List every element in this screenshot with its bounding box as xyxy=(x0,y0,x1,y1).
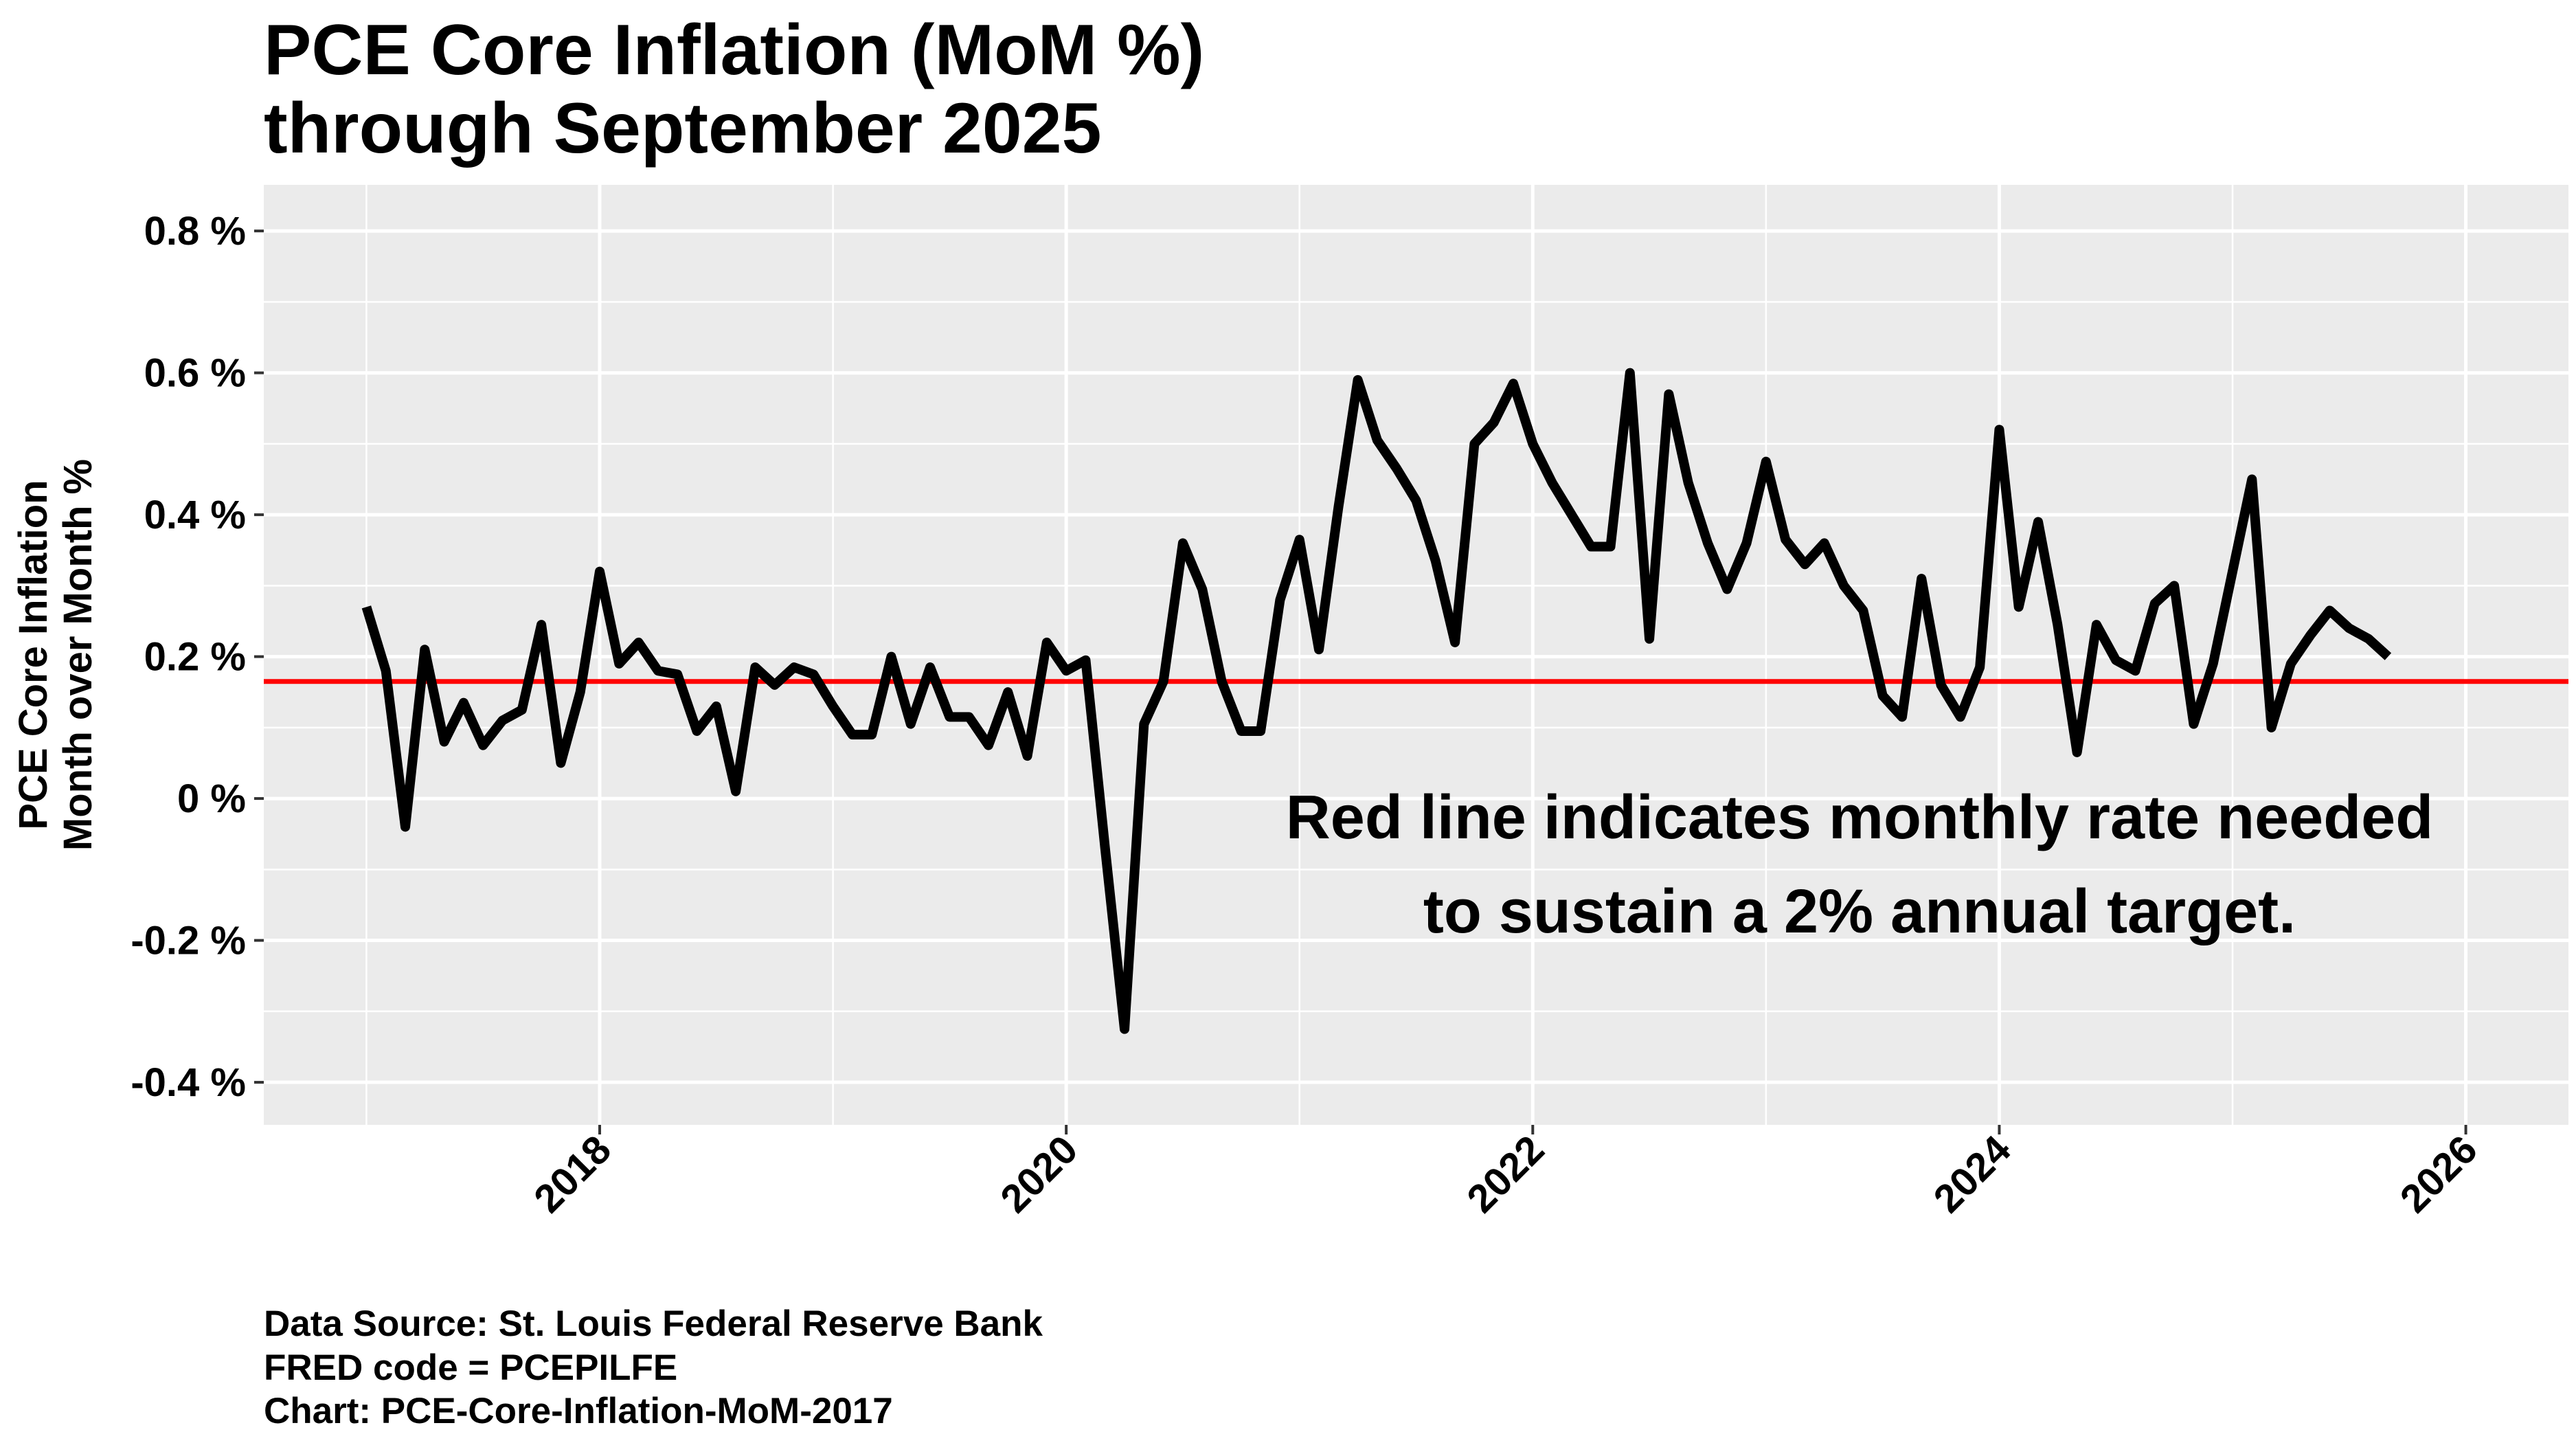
y-tick-label: 0.8 % xyxy=(144,209,246,254)
y-tick-label: -0.4 % xyxy=(131,1060,246,1105)
y-tick-label: 0.4 % xyxy=(144,493,246,537)
chart-title-line-2: through September 2025 xyxy=(264,89,1101,168)
annotation-line-1: Red line indicates monthly rate needed xyxy=(1286,783,2433,852)
series-line xyxy=(361,368,2392,1034)
caption-fred-code: FRED code = PCEPILFE xyxy=(264,1347,677,1388)
y-axis-label-line-2: Month over Month % xyxy=(56,459,100,851)
y-tick-label: 0.6 % xyxy=(144,351,246,396)
caption-chart-name: Chart: PCE-Core-Inflation-MoM-2017 xyxy=(264,1391,893,1431)
x-tick-label: 2026 xyxy=(2392,1127,2486,1221)
y-axis-label-line-1: PCE Core Inflation xyxy=(11,480,56,829)
annotation-line-2: to sustain a 2% annual target. xyxy=(1423,877,2296,946)
x-tick-label: 2018 xyxy=(526,1127,620,1221)
caption-source: Data Source: St. Louis Federal Reserve B… xyxy=(264,1304,1043,1344)
x-tick-label: 2024 xyxy=(1925,1127,2019,1221)
chart-title-line-1: PCE Core Inflation (MoM %) xyxy=(264,10,1204,90)
y-tick-label: -0.2 % xyxy=(131,919,246,963)
x-axis: 2018 2020 2022 2024 2026 xyxy=(526,1125,2486,1221)
y-tick-label: 0 % xyxy=(177,776,246,821)
x-tick-label: 2022 xyxy=(1458,1127,1552,1221)
plot-panel xyxy=(264,185,2568,1125)
x-tick-label: 2020 xyxy=(992,1127,1086,1221)
gridlines xyxy=(264,185,2568,1125)
y-tick-label: 0.2 % xyxy=(144,635,246,680)
y-axis: -0.4 % -0.2 % 0 % 0.2 % 0.4 % 0.6 % 0.8 % xyxy=(131,209,264,1105)
